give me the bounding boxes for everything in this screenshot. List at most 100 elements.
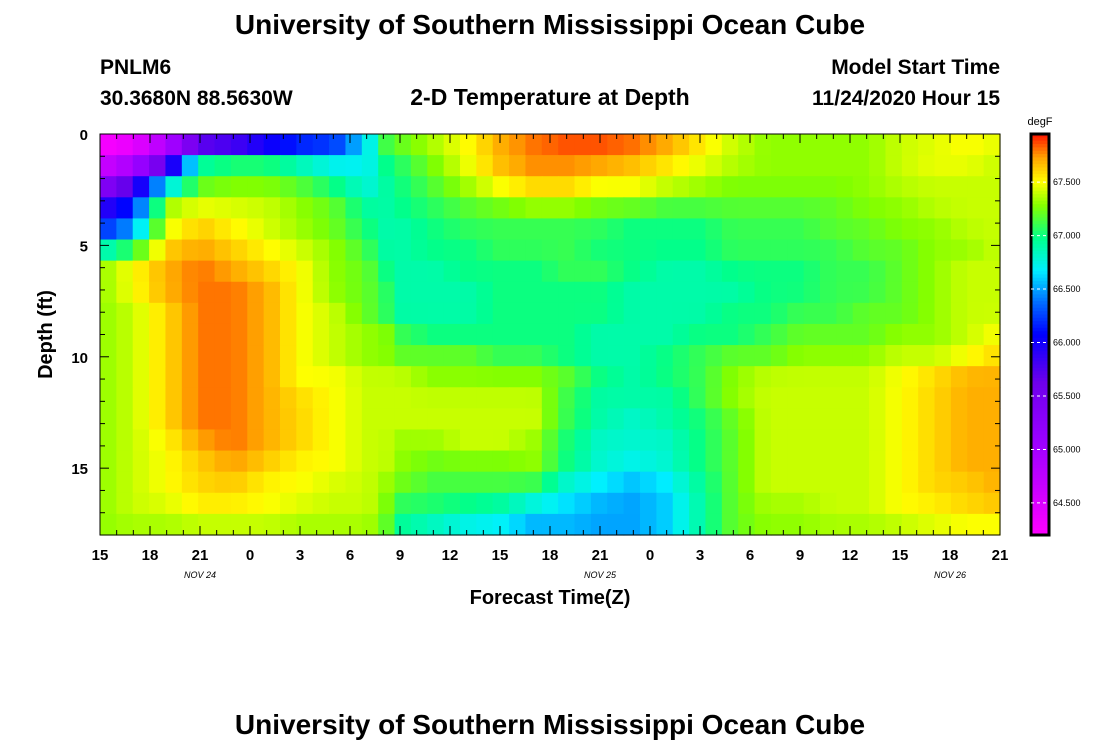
- x-tick-label: 12: [842, 547, 859, 564]
- heatmap-cell: [623, 387, 641, 409]
- heatmap-cell: [689, 429, 707, 452]
- colorbar-segment: [1031, 518, 1049, 523]
- heatmap-cell: [689, 471, 707, 494]
- heatmap-cell: [721, 492, 739, 515]
- heatmap-cell: [345, 176, 363, 198]
- colorbar-segment: [1031, 194, 1049, 199]
- heatmap-cell: [394, 134, 412, 156]
- heatmap-cell: [247, 513, 265, 536]
- heatmap-cell: [836, 471, 854, 494]
- colorbar-segment: [1031, 421, 1049, 426]
- heatmap-cell: [525, 429, 543, 452]
- heatmap-cell: [558, 218, 576, 241]
- heatmap-cell: [885, 239, 903, 262]
- heatmap-cell: [263, 239, 281, 262]
- heatmap-cell: [329, 218, 347, 241]
- heatmap-cell: [721, 197, 739, 220]
- colorbar-segment: [1031, 347, 1049, 352]
- heatmap-cell: [460, 260, 477, 283]
- heatmap-cell: [623, 218, 641, 241]
- heatmap-cell: [787, 197, 805, 220]
- heatmap-cell: [410, 302, 428, 325]
- heatmap-cell: [296, 429, 314, 452]
- heatmap-cell: [329, 471, 347, 494]
- heatmap-cell: [738, 323, 756, 346]
- heatmap-cell: [181, 302, 199, 325]
- heatmap-cell: [230, 218, 248, 241]
- heatmap-cell: [787, 260, 805, 283]
- heatmap-cell: [280, 471, 297, 494]
- heatmap-cell: [689, 260, 707, 283]
- heatmap-cell: [492, 155, 510, 177]
- colorbar-segment: [1031, 484, 1049, 489]
- heatmap-cell: [492, 345, 510, 367]
- heatmap-cell: [901, 302, 919, 325]
- station-id: PNLM6: [100, 56, 172, 79]
- heatmap-cell: [754, 345, 772, 367]
- heatmap-cell: [950, 302, 968, 325]
- colorbar-segment: [1031, 234, 1049, 239]
- heatmap-cell: [836, 450, 854, 473]
- heatmap-cell: [100, 239, 117, 262]
- heatmap-cell: [983, 471, 1001, 494]
- heatmap-cell: [247, 260, 265, 283]
- heatmap-cell: [460, 450, 477, 473]
- heatmap-cell: [672, 302, 690, 325]
- heatmap-cell: [541, 155, 559, 177]
- heatmap-cell: [885, 155, 903, 177]
- heatmap-cell: [149, 366, 167, 388]
- heatmap-cell: [967, 323, 985, 346]
- heatmap-cell: [410, 450, 428, 473]
- heatmap-cell: [165, 155, 183, 177]
- heatmap-cell: [623, 492, 641, 515]
- colorbar-segment: [1031, 404, 1049, 409]
- heatmap-cell: [312, 281, 330, 304]
- colorbar-segment: [1031, 197, 1049, 202]
- heatmap-cell: [787, 387, 805, 409]
- colorbar: degF 67.500 67.000 66.500 66.000 65.500 65.000…: [1027, 116, 1081, 537]
- x-tick-label: 18: [542, 547, 559, 564]
- model-start-label: Model Start Time: [831, 56, 1000, 79]
- heatmap-cell: [116, 366, 134, 388]
- colorbar-segment: [1031, 387, 1049, 392]
- colorbar-segment: [1031, 501, 1049, 506]
- colorbar-segment: [1031, 337, 1049, 342]
- heatmap-cell: [394, 450, 412, 473]
- heatmap-cell: [427, 450, 445, 473]
- heatmap-cell: [132, 197, 150, 220]
- colorbar-segment: [1031, 434, 1049, 439]
- heatmap-cell: [394, 281, 412, 304]
- heatmap-cell: [214, 492, 232, 515]
- heatmap-cell: [672, 218, 690, 241]
- heatmap-cell: [116, 408, 134, 431]
- heatmap-cell: [345, 260, 363, 283]
- heatmap-cell: [803, 387, 821, 409]
- colorbar-segment: [1031, 144, 1049, 148]
- heatmap-cell: [983, 134, 1001, 156]
- heatmap-cell: [885, 387, 903, 409]
- heatmap-cell: [852, 281, 870, 304]
- heatmap-cell: [509, 345, 527, 367]
- heatmap-cell: [885, 176, 903, 198]
- heatmap-cell: [721, 323, 739, 346]
- heatmap-cell: [541, 513, 559, 536]
- heatmap-cell: [476, 450, 494, 473]
- heatmap-cell: [934, 260, 952, 283]
- heatmap-cell: [820, 345, 837, 367]
- heatmap-cell: [312, 260, 330, 283]
- y-axis-label: Depth (ft): [35, 290, 57, 379]
- colorbar-segment: [1031, 364, 1049, 369]
- heatmap-cell: [149, 471, 167, 494]
- heatmap-cell: [885, 281, 903, 304]
- heatmap-cell: [934, 387, 952, 409]
- heatmap-cell: [901, 134, 919, 156]
- heatmap-cell: [165, 513, 183, 536]
- heatmap-cell: [852, 218, 870, 241]
- heatmap-cell: [574, 281, 592, 304]
- heatmap-cell: [149, 176, 167, 198]
- heatmap-cell: [820, 513, 837, 536]
- heatmap-cell: [754, 281, 772, 304]
- heatmap-cell: [770, 239, 788, 262]
- heatmap-cell: [689, 239, 707, 262]
- heatmap-cell: [149, 429, 167, 452]
